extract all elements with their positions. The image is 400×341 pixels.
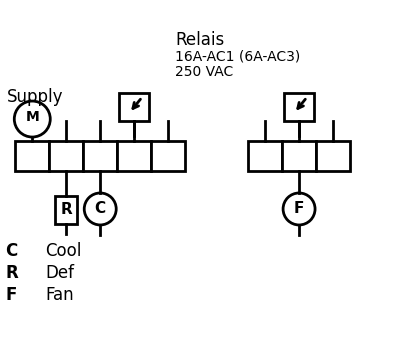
Bar — [151, 141, 185, 171]
Text: Fan: Fan — [45, 286, 74, 304]
Text: Relais: Relais — [175, 31, 224, 49]
Text: R: R — [60, 203, 72, 218]
Text: 250 VAC: 250 VAC — [175, 65, 234, 79]
Bar — [119, 93, 149, 121]
Bar — [55, 196, 77, 224]
Bar — [83, 141, 117, 171]
Bar — [284, 93, 314, 121]
Bar — [117, 141, 151, 171]
Text: F: F — [294, 202, 304, 217]
Text: F: F — [5, 286, 17, 304]
Circle shape — [84, 193, 116, 225]
Text: M: M — [26, 110, 39, 124]
Bar — [49, 141, 83, 171]
Bar — [316, 141, 350, 171]
Circle shape — [14, 101, 50, 137]
Circle shape — [283, 193, 315, 225]
Bar — [248, 141, 282, 171]
Bar — [15, 141, 49, 171]
Text: 16A-AC1 (6A-AC3): 16A-AC1 (6A-AC3) — [175, 49, 300, 63]
Bar — [282, 141, 316, 171]
Text: Cool: Cool — [45, 242, 82, 260]
Text: C: C — [95, 202, 106, 217]
Text: Supply: Supply — [7, 88, 64, 106]
Text: C: C — [5, 242, 18, 260]
Text: Def: Def — [45, 264, 74, 282]
Text: R: R — [5, 264, 18, 282]
